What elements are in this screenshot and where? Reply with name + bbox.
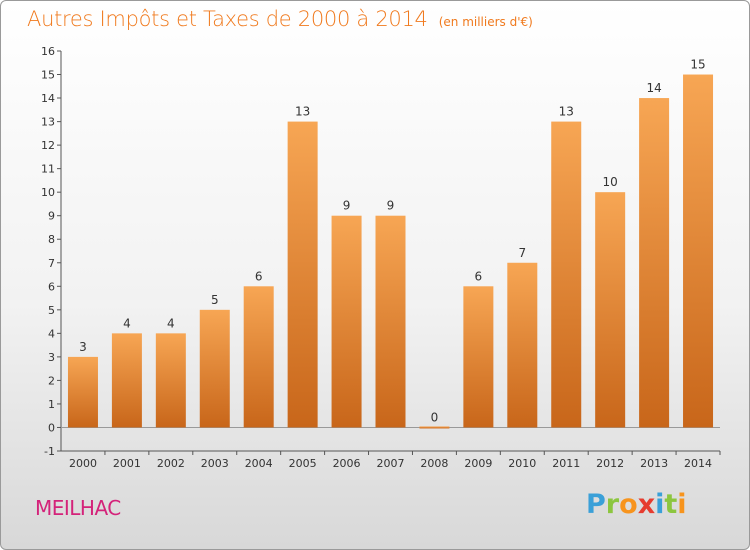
y-tick-label: 12	[41, 139, 55, 152]
y-tick-label: 15	[41, 69, 55, 82]
data-labels: 3 4 4 5 6 13 9 9 0 6 7 13 10 14 15	[79, 58, 706, 425]
x-tick-label: 2011	[552, 457, 580, 470]
y-tick-label: 6	[48, 280, 55, 293]
bar	[419, 426, 450, 429]
bars	[67, 74, 714, 429]
bar-value-label: 0	[431, 410, 439, 424]
y-tick-label: 8	[48, 233, 55, 246]
y-tick-label: 7	[48, 257, 55, 270]
bar-value-label: 3	[79, 340, 87, 354]
bar	[331, 215, 362, 428]
chart-title: Autres Impôts et Taxes de 2000 à 2014 (e…	[27, 7, 533, 31]
y-tick-label: 10	[41, 186, 55, 199]
x-tick-label: 2014	[684, 457, 712, 470]
bar-value-label: 13	[559, 105, 574, 119]
x-tick-label: 2013	[640, 457, 668, 470]
bar-value-label: 4	[167, 316, 175, 330]
logo-letter: i	[677, 489, 687, 520]
y-tick-label: 16	[41, 45, 55, 58]
y-tick-label: 14	[41, 92, 55, 105]
x-tick-label: 2001	[113, 457, 141, 470]
bar-value-label: 6	[255, 269, 263, 283]
y-tick-label: 4	[48, 327, 55, 340]
x-tick-label: 2002	[157, 457, 185, 470]
bar-value-label: 10	[603, 175, 618, 189]
bar-value-label: 15	[690, 58, 705, 72]
x-tick-label: 2012	[596, 457, 624, 470]
bar-value-label: 14	[646, 81, 661, 95]
bar	[551, 121, 582, 428]
y-tick-label: 5	[48, 304, 55, 317]
logo-letter: r	[605, 489, 620, 520]
y-tick-label: 0	[48, 421, 55, 434]
bar	[639, 98, 670, 428]
x-tick-label: 2006	[333, 457, 361, 470]
bar-value-label: 9	[387, 199, 395, 213]
x-tick-label: 2003	[201, 457, 229, 470]
unit-note: (en milliers d'€)	[438, 15, 533, 29]
bar	[375, 215, 406, 428]
logo-letter: x	[637, 489, 656, 520]
bar-value-label: 7	[518, 246, 526, 260]
logo-letter: o	[619, 489, 638, 520]
x-tick-label: 2007	[377, 457, 405, 470]
y-tick-label: 2	[48, 374, 55, 387]
bar	[683, 74, 714, 428]
x-tick-label: 2004	[245, 457, 273, 470]
logo-letter: t	[664, 489, 678, 520]
logo-letter: i	[655, 489, 665, 520]
bar	[243, 286, 274, 428]
bar-value-label: 9	[343, 199, 351, 213]
y-tick-label: 1	[48, 398, 55, 411]
bar	[507, 262, 538, 428]
y-tick-label: 3	[48, 351, 55, 364]
y-tick-label: 11	[41, 163, 55, 176]
x-tick-label: 2008	[420, 457, 448, 470]
chart-title-text: Autres Impôts et Taxes de 2000 à 2014	[27, 7, 428, 31]
y-tick-label: 9	[48, 210, 55, 223]
bar-value-label: 13	[295, 105, 310, 119]
bar	[111, 333, 142, 428]
bar-value-label: 6	[475, 269, 483, 283]
proxiti-logo: Proxiti	[586, 489, 687, 520]
x-tick-label: 2005	[289, 457, 317, 470]
commune-name: MEILHAC	[35, 496, 121, 520]
bar	[287, 121, 318, 428]
logo-letter: P	[586, 489, 606, 520]
bar	[595, 192, 626, 428]
bar	[67, 356, 98, 428]
bar-value-label: 4	[123, 316, 131, 330]
x-tick-label: 2000	[69, 457, 97, 470]
y-tick-label: -1	[44, 445, 55, 458]
x-tick-label: 2010	[508, 457, 536, 470]
bar	[155, 333, 186, 428]
bar	[463, 286, 494, 428]
bar-value-label: 5	[211, 293, 219, 307]
y-tick-label: 13	[41, 116, 55, 129]
x-tick-label: 2009	[464, 457, 492, 470]
bar	[199, 309, 230, 428]
